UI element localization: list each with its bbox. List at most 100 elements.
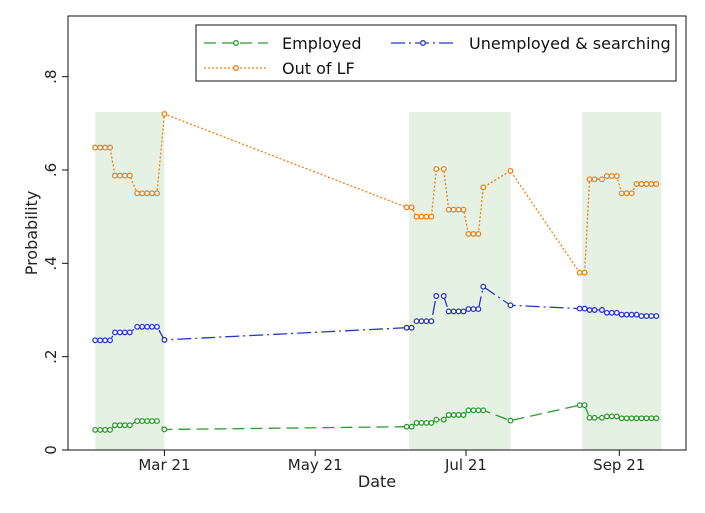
data-point	[603, 413, 610, 420]
data-point	[638, 313, 645, 320]
data-point	[112, 172, 118, 179]
data-point	[613, 413, 620, 420]
data-point	[134, 190, 141, 197]
data-point	[599, 414, 605, 421]
data-point	[161, 336, 168, 343]
legend: Employed Unemployed & searching Out of LF	[195, 24, 677, 82]
data-point	[643, 415, 650, 422]
data-point	[107, 337, 113, 344]
data-point	[591, 307, 598, 313]
y-axis-title: Probability	[22, 191, 41, 276]
series-lines	[92, 111, 660, 433]
data-point	[102, 426, 109, 433]
data-point	[507, 302, 514, 309]
data-point	[92, 144, 99, 151]
data-point	[608, 309, 615, 316]
data-point	[653, 313, 660, 320]
data-point	[470, 230, 477, 237]
data-point	[623, 415, 630, 422]
data-point	[460, 206, 467, 213]
data-point	[112, 422, 118, 429]
data-point	[408, 423, 415, 430]
data-point	[102, 144, 109, 151]
data-point	[413, 419, 420, 426]
data-point	[418, 419, 425, 426]
data-point	[445, 206, 452, 213]
data-point	[638, 181, 645, 187]
shaded-periods	[95, 112, 662, 450]
data-point	[440, 416, 447, 423]
data-point	[460, 308, 467, 315]
data-point	[633, 415, 640, 422]
data-point	[628, 311, 635, 318]
data-point	[586, 307, 593, 313]
data-point	[507, 417, 514, 424]
data-point	[149, 418, 155, 425]
series-1	[92, 402, 660, 433]
data-point	[97, 337, 104, 344]
data-point	[653, 415, 660, 422]
data-point	[126, 422, 133, 429]
data-point	[455, 412, 462, 418]
data-point	[470, 306, 477, 313]
data-point	[116, 422, 123, 429]
data-point	[433, 166, 440, 173]
data-point	[423, 213, 430, 220]
data-point	[112, 329, 118, 336]
data-point	[428, 419, 435, 426]
data-point	[653, 181, 660, 187]
data-point	[599, 176, 605, 183]
data-point	[97, 426, 104, 433]
data-point	[440, 293, 447, 299]
data-point	[628, 415, 635, 422]
data-point	[608, 413, 615, 420]
data-point	[121, 172, 128, 179]
data-point	[134, 323, 141, 330]
data-point	[154, 190, 160, 197]
data-point	[413, 318, 420, 325]
data-point	[107, 426, 113, 433]
data-point	[613, 173, 620, 180]
data-point	[102, 337, 109, 344]
data-point	[618, 311, 625, 318]
data-point	[638, 415, 645, 422]
data-point	[139, 323, 146, 330]
data-point	[455, 206, 462, 213]
series-3	[92, 111, 660, 276]
data-point	[144, 418, 151, 425]
data-point	[116, 329, 123, 336]
x-axis-title: Date	[358, 472, 396, 491]
y-tick-label: .6	[42, 163, 60, 177]
data-point	[480, 184, 487, 191]
data-point	[475, 306, 482, 313]
data-point	[623, 190, 630, 197]
legend-key-marker	[420, 40, 426, 46]
data-point	[440, 166, 447, 173]
data-point	[92, 426, 99, 433]
data-point	[643, 313, 650, 320]
data-point	[413, 213, 420, 220]
data-point	[628, 190, 635, 197]
data-point	[455, 308, 462, 315]
data-point	[408, 204, 415, 211]
data-point	[433, 293, 440, 299]
data-point	[465, 306, 472, 313]
data-point	[576, 269, 583, 276]
y-tick-label: .2	[42, 350, 60, 364]
data-point	[149, 323, 155, 330]
legend-key-marker	[233, 40, 239, 46]
data-point	[507, 167, 514, 174]
data-point	[92, 337, 99, 344]
data-point	[633, 181, 640, 187]
data-point	[576, 305, 583, 312]
data-point	[450, 412, 457, 418]
data-point	[126, 172, 133, 179]
data-point	[618, 415, 625, 422]
data-point	[161, 426, 168, 433]
data-point	[586, 414, 593, 421]
plot-frame	[67, 15, 687, 451]
series-2	[92, 283, 660, 344]
data-point	[581, 269, 588, 276]
data-point	[470, 407, 477, 414]
